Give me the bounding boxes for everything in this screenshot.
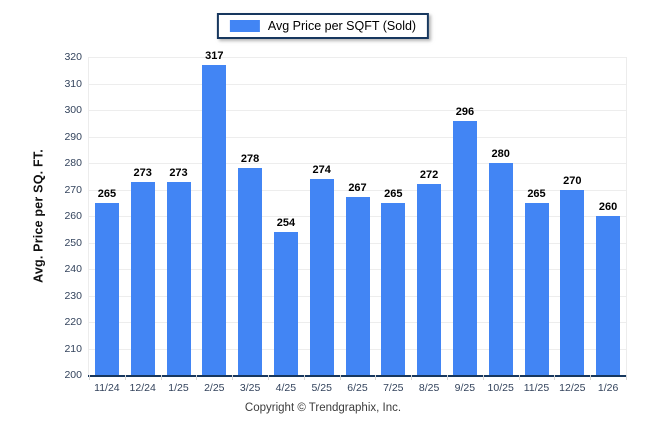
y-tick-label: 260: [64, 210, 82, 222]
gridline: [89, 110, 626, 111]
x-axis-tick: [411, 375, 413, 380]
x-axis-tick: [590, 375, 592, 380]
bar: [524, 202, 549, 375]
bar-value-label: 278: [240, 153, 260, 166]
x-tick-label: 1/26: [597, 382, 619, 394]
x-tick-label: 12/24: [129, 382, 156, 394]
bar: [596, 216, 621, 375]
bar: [345, 197, 370, 375]
x-axis-tick: [626, 375, 627, 380]
x-axis-tick: [447, 375, 448, 380]
y-tick-label: 280: [64, 157, 82, 169]
x-tick-label: 5/25: [311, 382, 332, 394]
bar-value-label: 265: [97, 187, 117, 200]
y-tick-label: 230: [64, 289, 82, 302]
y-tick-label: 320: [64, 51, 82, 63]
legend-swatch: [229, 20, 260, 32]
x-axis-tick: [268, 375, 269, 380]
bar: [488, 163, 513, 375]
y-tick-label: 240: [64, 263, 82, 275]
y-tick-label: 250: [64, 236, 82, 249]
bar-value-label: 265: [527, 187, 546, 200]
bar-value-label: 267: [348, 182, 367, 195]
x-axis-tick: [124, 375, 126, 380]
x-tick-label: 4/25: [275, 382, 297, 394]
bar-value-label: 260: [598, 201, 618, 213]
y-axis-title: Avg. Price per SQ. FT.: [31, 149, 46, 283]
bar-value-label: 273: [169, 166, 188, 179]
bar-value-label: 274: [312, 163, 331, 176]
y-tick-label: 300: [64, 104, 82, 116]
legend: Avg Price per SQFT (Sold): [216, 13, 430, 39]
gridline: [89, 57, 626, 58]
plot-area: 200 210 220 230 240 250 260 270 280 290 300 310 320 2…: [64, 50, 627, 394]
x-tick-label: 6/25: [347, 382, 368, 394]
y-tick-label: 290: [64, 130, 82, 143]
bar: [273, 231, 298, 375]
gridline: [89, 163, 626, 164]
bar-value-label: 296: [455, 105, 475, 118]
bar: [94, 202, 119, 375]
x-axis-tick: [339, 375, 341, 380]
x-axis-tick: [375, 375, 377, 380]
bar-value-label: 265: [384, 187, 403, 200]
bar: [202, 64, 227, 375]
bar-value-label: 273: [133, 166, 152, 179]
x-tick-label: 2/25: [204, 382, 225, 394]
y-tick-label: 220: [64, 316, 82, 328]
bar-value-label: 270: [563, 174, 582, 187]
bar: [381, 202, 406, 375]
bar: [452, 120, 477, 375]
y-tick-label: 270: [64, 183, 82, 196]
bar: [560, 189, 585, 375]
x-tick-label: 12/25: [559, 382, 586, 394]
bar-value-label: 272: [419, 169, 439, 182]
gridline: [89, 189, 626, 191]
bar-value-label: 254: [276, 216, 296, 229]
x-axis-tick: [196, 375, 198, 380]
x-tick-label: 11/25: [523, 382, 550, 394]
y-tick-label: 200: [64, 369, 82, 381]
x-tick-label: 7/25: [383, 382, 404, 394]
x-tick-label: 3/25: [239, 382, 261, 394]
bar: [238, 168, 263, 375]
x-tick-label: 11/24: [94, 382, 120, 394]
x-tick-label: 8/25: [418, 382, 440, 394]
x-axis-tick: [518, 375, 520, 380]
x-tick-label: 1/25: [168, 382, 189, 394]
x-axis-tick: [160, 375, 162, 380]
bar: [166, 181, 191, 375]
x-tick-label: 10/25: [487, 382, 514, 394]
bar: [130, 181, 155, 375]
gridline: [89, 136, 626, 138]
x-axis-line: [88, 375, 627, 377]
x-tick-label: 9/25: [454, 382, 476, 394]
x-axis-tick: [89, 375, 90, 380]
bar: [417, 184, 442, 375]
x-axis-tick: [232, 375, 234, 380]
x-axis-tick: [303, 375, 305, 380]
legend-label: Avg Price per SQFT (Sold): [267, 19, 417, 33]
y-tick-label: 310: [64, 77, 82, 90]
y-tick-label: 210: [64, 342, 82, 355]
bar: [309, 178, 334, 375]
x-axis-tick: [554, 375, 556, 380]
bar-value-label: 317: [205, 49, 224, 62]
x-axis-tick: [482, 375, 484, 380]
copyright-text: Copyright © Trendgraphix, Inc.: [244, 402, 402, 414]
gridline: [89, 83, 626, 85]
bar-value-label: 280: [491, 148, 510, 160]
